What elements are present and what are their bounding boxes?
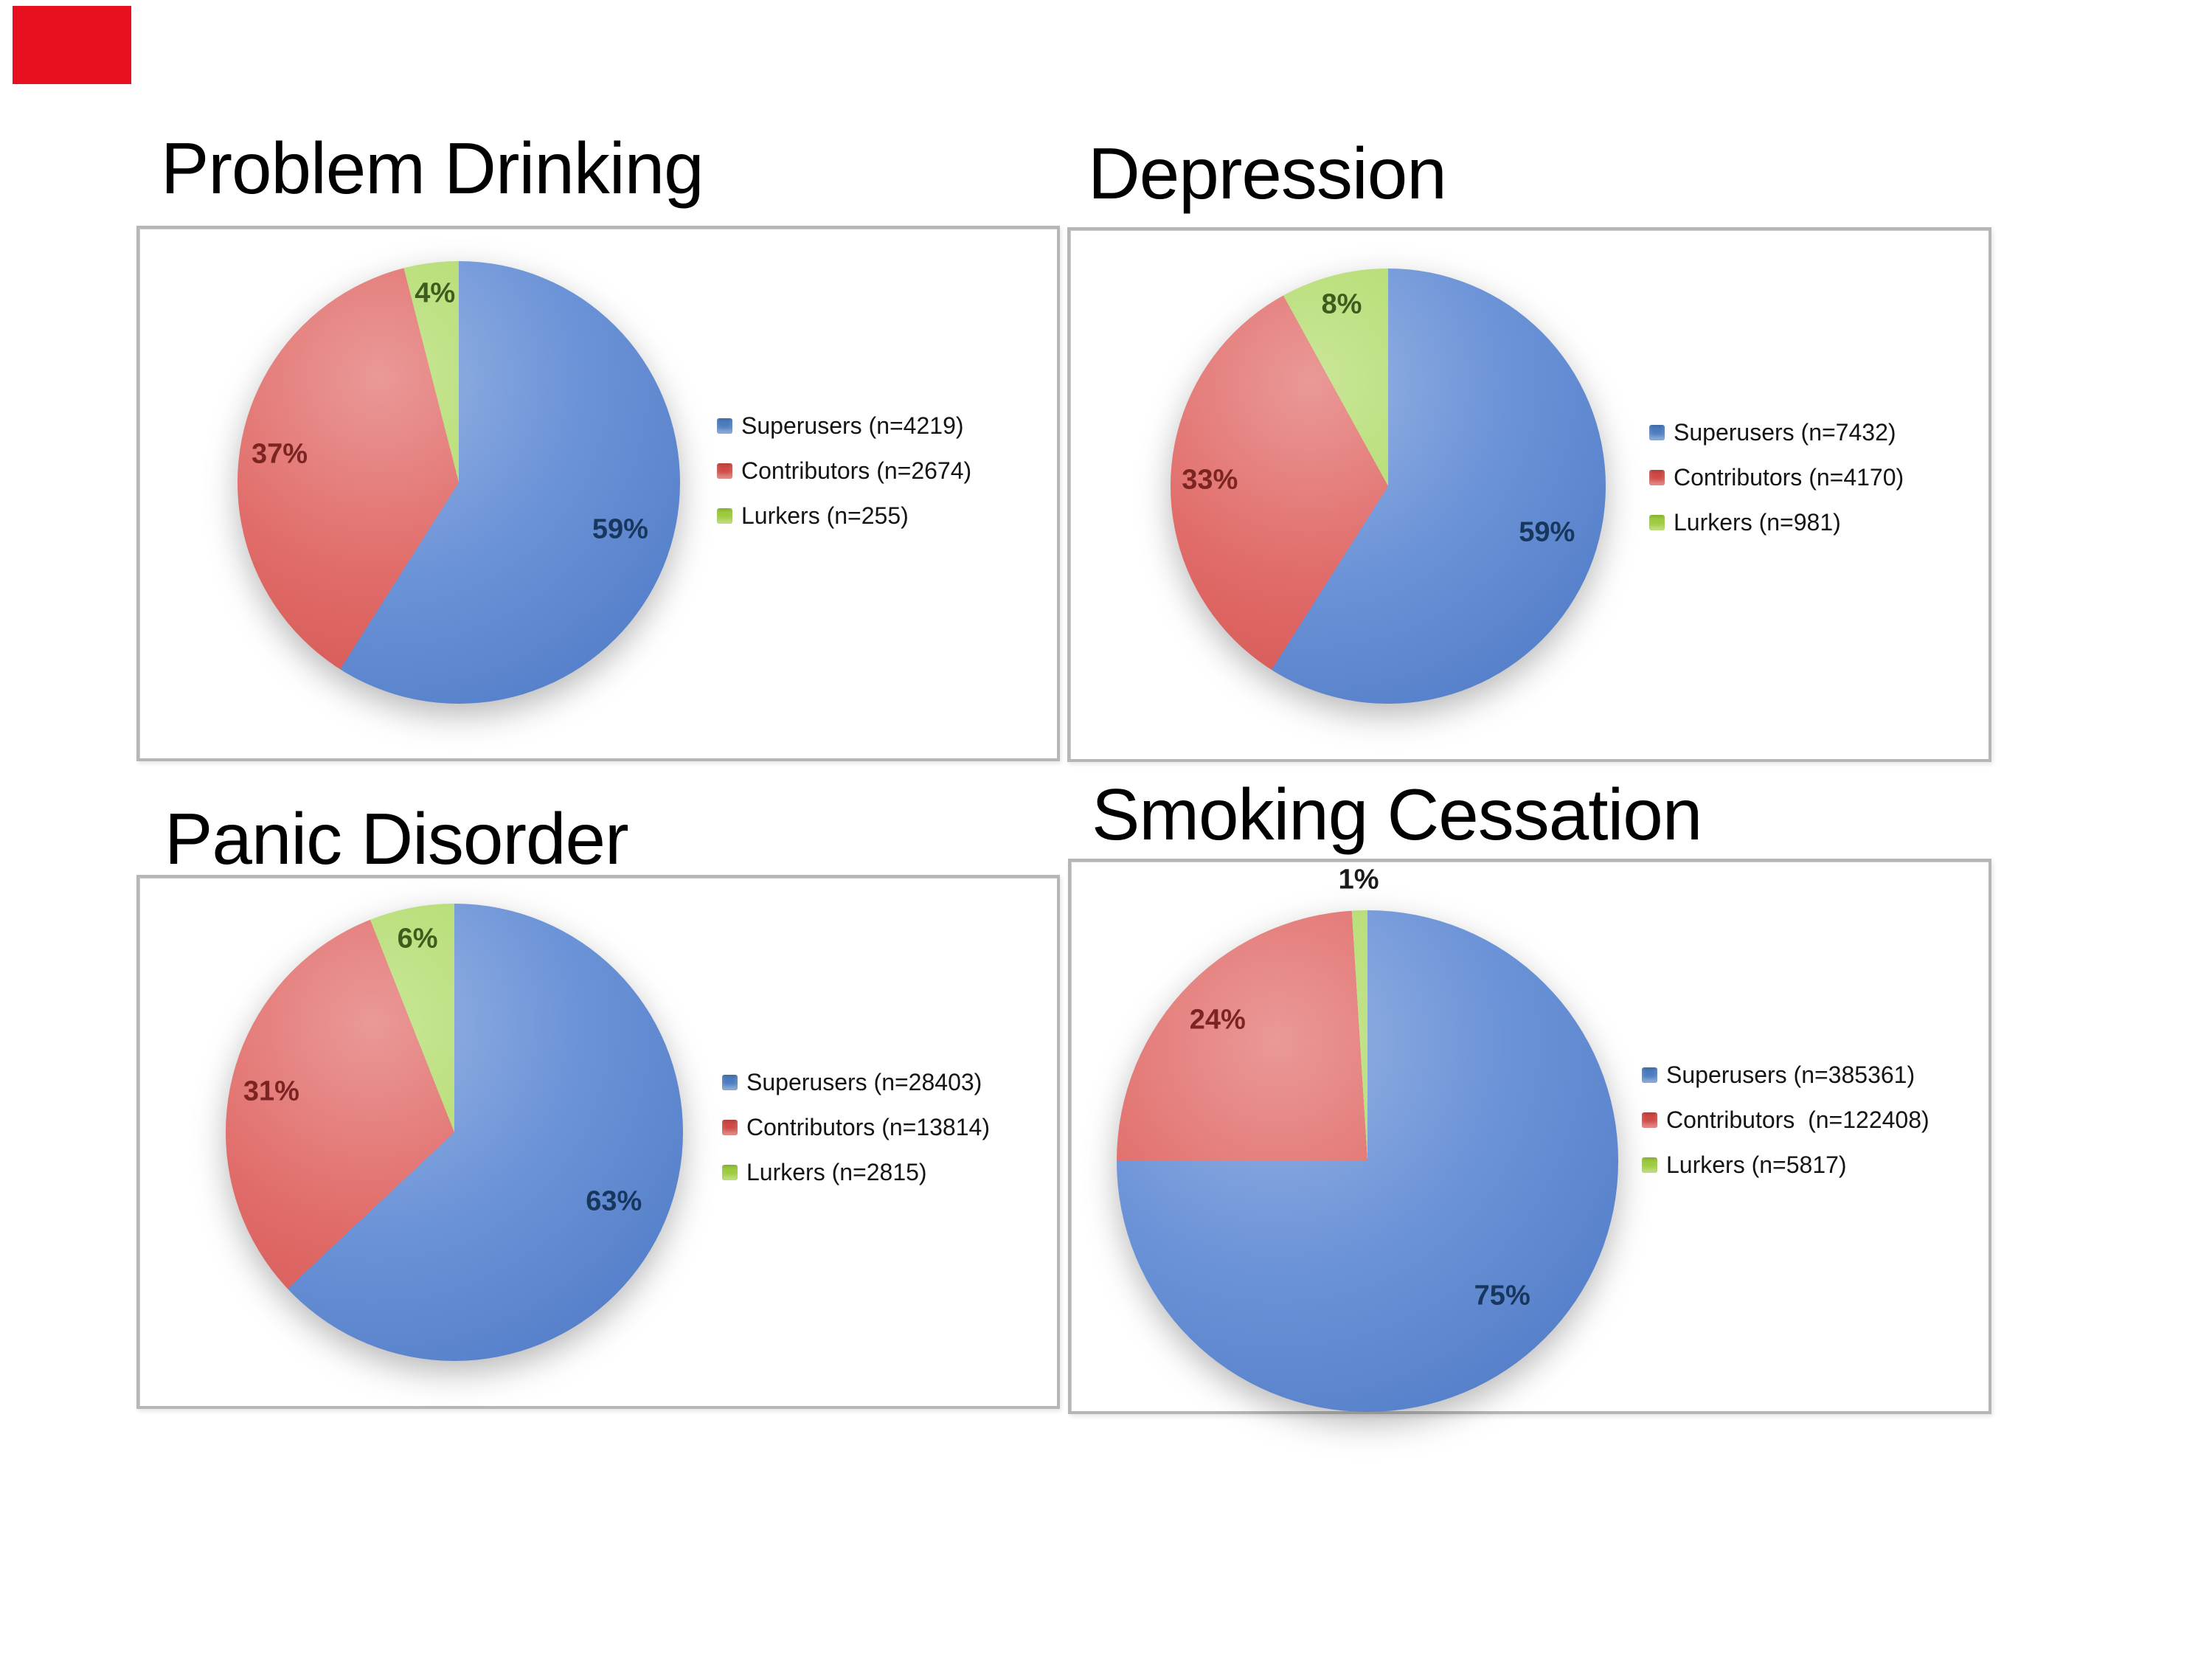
legend-item-contributors: Contributors (n=13814)	[722, 1105, 990, 1150]
pie-label-lurkers: 8%	[1321, 288, 1362, 320]
legend-label: Lurkers (n=2815)	[746, 1159, 927, 1185]
legend-label: Superusers (n=28403)	[746, 1069, 982, 1095]
legend-swatch-superusers-icon	[1649, 425, 1665, 440]
pie-area: 63% 31% 6%	[226, 904, 683, 1361]
pie-label-superusers: 59%	[592, 513, 648, 545]
pie-label-lurkers: 1%	[1338, 864, 1379, 896]
legend-label: Superusers (n=4219)	[741, 412, 964, 439]
legend-swatch-lurkers-icon	[717, 508, 732, 524]
legend-item-contributors: Contributors (n=4170)	[1649, 455, 1904, 500]
chart-panel-problem-drinking: Problem Drinking 59% 37% 4% Superusers (…	[136, 132, 1060, 761]
legend: Superusers (n=28403) Contributors (n=138…	[722, 1060, 990, 1195]
legend-swatch-superusers-icon	[722, 1075, 738, 1090]
legend-item-superusers: Superusers (n=385361)	[1642, 1053, 1930, 1098]
pie-label-lurkers: 4%	[415, 277, 456, 309]
legend-item-lurkers: Lurkers (n=981)	[1649, 500, 1904, 545]
legend-swatch-lurkers-icon	[1642, 1157, 1657, 1173]
pie-label-contributors: 33%	[1182, 464, 1238, 496]
legend-label: Contributors (n=2674)	[741, 457, 972, 484]
chart-frame: 75% 24% 1% Superusers (n=385361) Contrib…	[1068, 859, 1991, 1414]
pie-label-contributors: 24%	[1189, 1004, 1246, 1036]
legend-item-superusers: Superusers (n=4219)	[717, 404, 971, 448]
chart-frame: 59% 37% 4% Superusers (n=4219) Contribut…	[136, 226, 1060, 761]
legend-item-superusers: Superusers (n=7432)	[1649, 410, 1904, 455]
legend-item-lurkers: Lurkers (n=2815)	[722, 1150, 990, 1195]
pie-label-superusers: 75%	[1474, 1280, 1530, 1312]
pie-chart-depression	[1171, 269, 1606, 704]
pie-chart-problem-drinking	[238, 261, 680, 704]
chart-title: Depression	[1088, 133, 1447, 214]
legend-item-contributors: Contributors (n=122408)	[1642, 1098, 1930, 1143]
chart-panel-smoking-cessation: Smoking Cessation 75% 24% 1% Superusers …	[1068, 778, 1991, 1414]
legend-swatch-contributors-icon	[722, 1120, 738, 1135]
chart-panel-panic-disorder: Panic Disorder 63% 31% 6% Superusers (n=…	[136, 803, 1060, 1409]
pie-area: 75% 24% 1%	[1117, 865, 1618, 1412]
legend-label: Contributors (n=122408)	[1666, 1106, 1930, 1133]
legend-item-superusers: Superusers (n=28403)	[722, 1060, 990, 1105]
legend-swatch-contributors-icon	[1642, 1112, 1657, 1128]
legend-item-contributors: Contributors (n=2674)	[717, 448, 971, 493]
chart-frame: 59% 33% 8% Superusers (n=7432) Contribut…	[1067, 227, 1991, 762]
pie-area: 59% 33% 8%	[1171, 269, 1606, 704]
pie-chart-smoking-cessation	[1117, 910, 1618, 1412]
legend: Superusers (n=7432) Contributors (n=4170…	[1649, 410, 1904, 545]
pie-label-superusers: 59%	[1519, 516, 1575, 548]
chart-title: Panic Disorder	[164, 798, 629, 879]
pie-label-contributors: 37%	[251, 438, 308, 470]
chart-title: Problem Drinking	[161, 128, 704, 209]
legend: Superusers (n=385361) Contributors (n=12…	[1642, 1053, 1930, 1188]
pie-label-contributors: 31%	[243, 1076, 299, 1107]
legend: Superusers (n=4219) Contributors (n=2674…	[717, 404, 971, 538]
legend-label: Contributors (n=13814)	[746, 1114, 990, 1140]
pie-label-lurkers: 6%	[397, 923, 438, 955]
pie-label-superusers: 63%	[586, 1185, 642, 1217]
red-marker	[13, 6, 131, 84]
legend-label: Contributors (n=4170)	[1674, 464, 1904, 491]
chart-frame: 63% 31% 6% Superusers (n=28403) Contribu…	[136, 875, 1060, 1409]
legend-swatch-superusers-icon	[1642, 1067, 1657, 1083]
legend-swatch-contributors-icon	[717, 463, 732, 479]
legend-swatch-contributors-icon	[1649, 470, 1665, 485]
pie-area: 59% 37% 4%	[238, 261, 680, 704]
legend-swatch-superusers-icon	[717, 418, 732, 434]
legend-swatch-lurkers-icon	[1649, 515, 1665, 530]
pie-chart-panic-disorder	[226, 904, 683, 1361]
legend-label: Superusers (n=385361)	[1666, 1061, 1915, 1088]
legend-item-lurkers: Lurkers (n=255)	[717, 493, 971, 538]
legend-label: Lurkers (n=981)	[1674, 509, 1841, 536]
chart-panel-depression: Depression 59% 33% 8% Superusers (n=7432…	[1067, 137, 1991, 762]
legend-label: Superusers (n=7432)	[1674, 419, 1896, 446]
chart-title: Smoking Cessation	[1092, 774, 1702, 855]
legend-swatch-lurkers-icon	[722, 1165, 738, 1180]
legend-item-lurkers: Lurkers (n=5817)	[1642, 1143, 1930, 1188]
legend-label: Lurkers (n=5817)	[1666, 1151, 1847, 1178]
legend-label: Lurkers (n=255)	[741, 502, 909, 529]
